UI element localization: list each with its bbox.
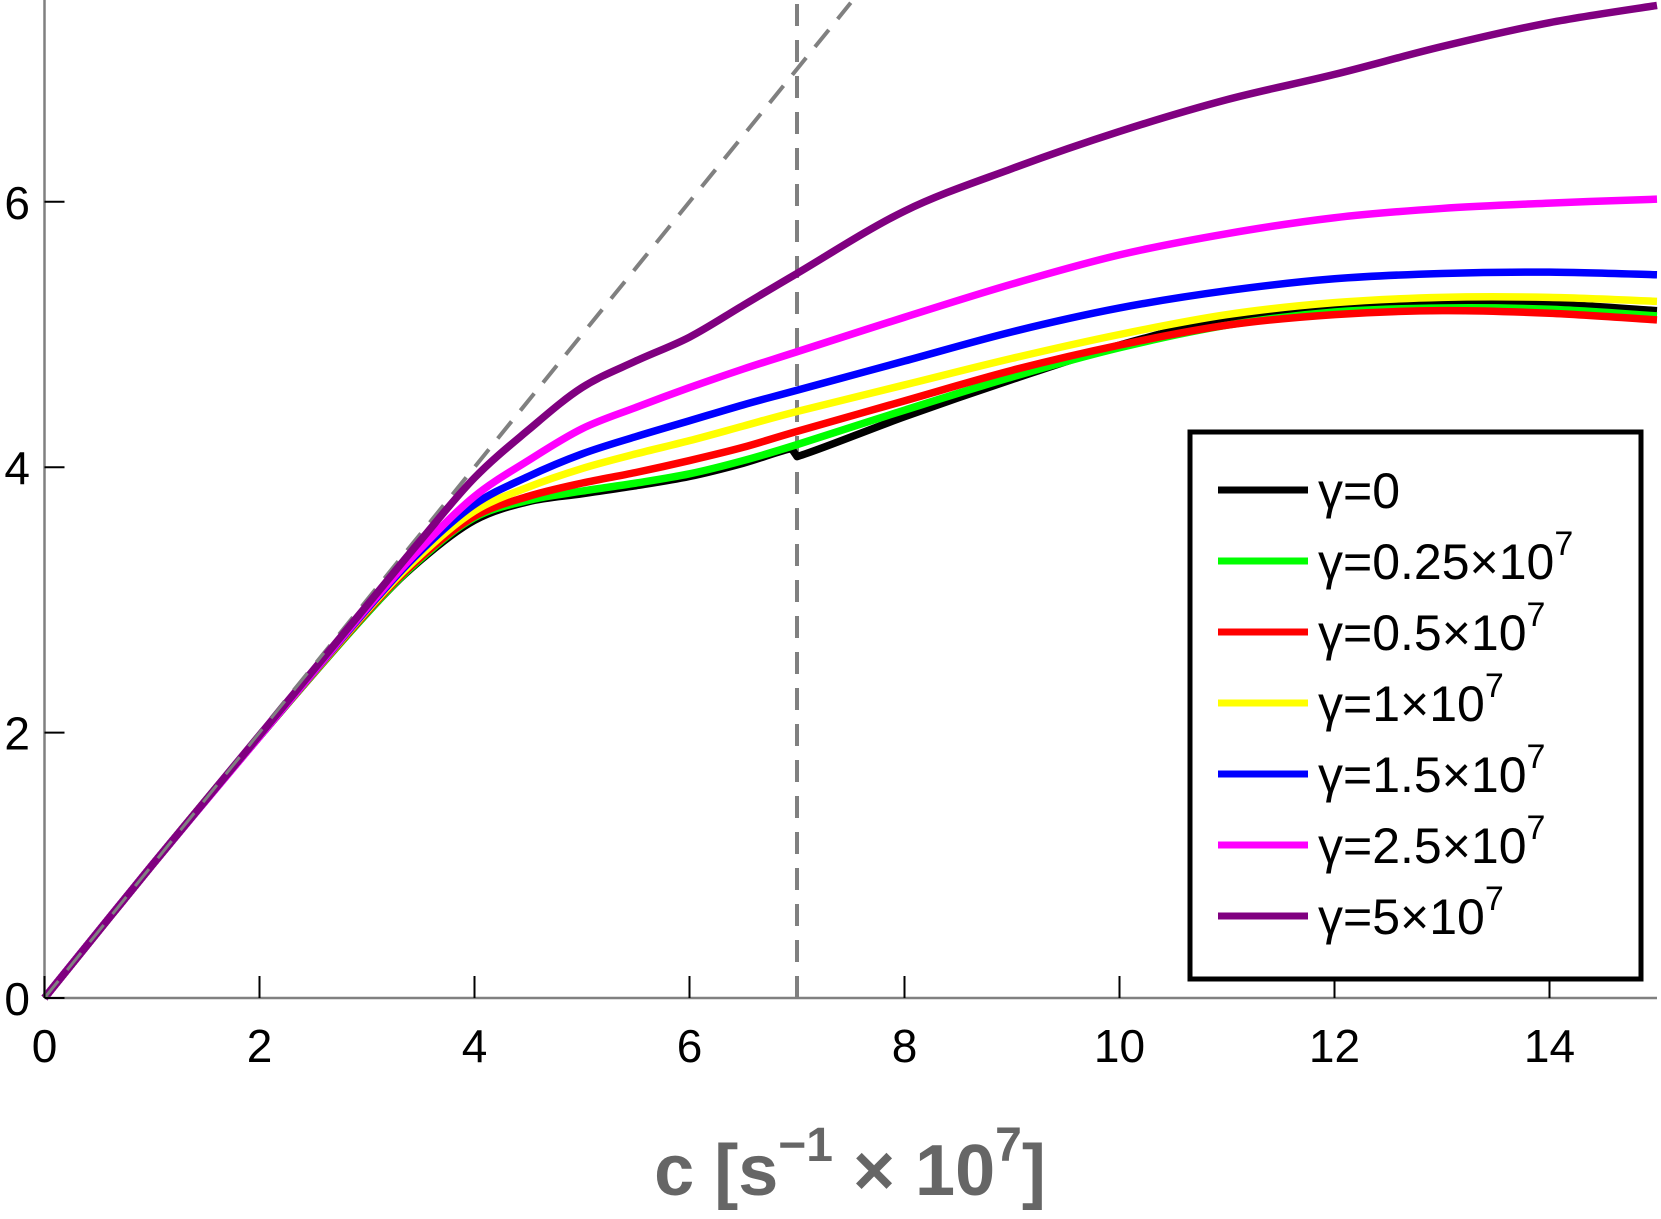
x-tick-label: 12 — [1309, 1020, 1360, 1072]
legend: γ=0γ=0.25×107γ=0.5×107γ=1×107γ=1.5×107γ=… — [1187, 429, 1644, 982]
x-tick-label: 14 — [1524, 1020, 1575, 1072]
legend-label-exponent: 7 — [1554, 525, 1573, 563]
x-tick-label: 6 — [677, 1020, 703, 1072]
x-tick-label: 2 — [247, 1020, 273, 1072]
diagonal-reference-line-overlay — [43, 652, 326, 999]
y-tick-label: 2 — [4, 708, 30, 760]
legend-label-exponent: 7 — [1485, 667, 1504, 705]
legend-label-exponent: 7 — [1485, 880, 1504, 918]
legend-label: γ=5×10 — [1318, 889, 1485, 945]
legend-entry: γ=0.5×107 — [1318, 596, 1545, 661]
legend-entry: γ=1.5×107 — [1318, 738, 1545, 803]
legend-label: γ=0.5×10 — [1318, 605, 1527, 661]
axes: 0 2 4 6 8 10 12 14 0 2 4 6 — [4, 0, 1657, 1072]
legend-label-exponent: 7 — [1527, 596, 1546, 634]
series-line-6 — [41, 1, 1658, 1001]
legend-label: γ=1×10 — [1318, 676, 1485, 732]
legend-label: γ=1.5×10 — [1318, 747, 1527, 803]
series-lines — [41, 1, 1658, 1001]
y-tick-label: 0 — [4, 973, 30, 1025]
legend-label: γ=2.5×10 — [1318, 818, 1527, 874]
legend-entry: γ=2.5×107 — [1318, 809, 1545, 874]
reference-lines — [42, 0, 853, 1000]
legend-entry: γ=5×107 — [1318, 880, 1504, 945]
legend-entry: γ=1×107 — [1318, 667, 1504, 732]
x-tick-label: 8 — [892, 1020, 918, 1072]
x-tick-label: 0 — [32, 1020, 58, 1072]
x-tick-label: 4 — [462, 1020, 488, 1072]
y-tick-label: 6 — [4, 177, 30, 229]
legend-label: γ=0 — [1318, 463, 1400, 519]
y-tick-label: 4 — [4, 442, 30, 494]
legend-entry: γ=0.25×107 — [1318, 525, 1573, 590]
legend-label: γ=0.25×10 — [1318, 534, 1554, 590]
x-tick-label: 10 — [1094, 1020, 1145, 1072]
legend-entry: γ=0 — [1318, 463, 1400, 519]
legend-label-exponent: 7 — [1527, 738, 1546, 776]
legend-label-exponent: 7 — [1527, 809, 1546, 847]
x-axis-label: c [s−1 × 107] — [654, 1119, 1046, 1211]
